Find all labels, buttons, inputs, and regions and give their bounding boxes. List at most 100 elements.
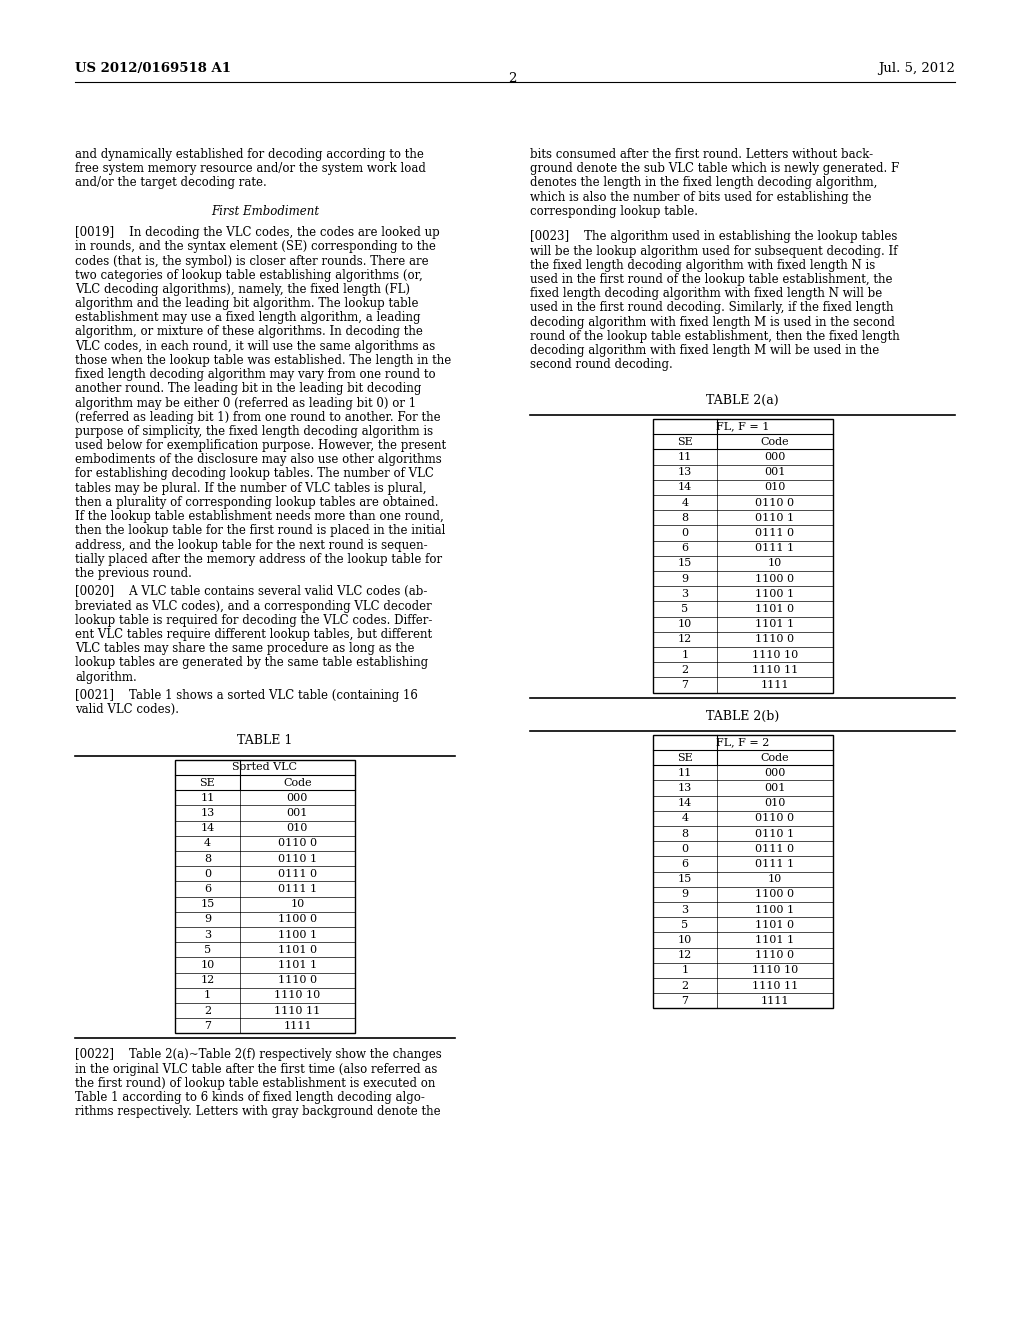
Text: 6: 6 (204, 884, 211, 894)
Text: 9: 9 (681, 890, 688, 899)
Text: 0111 1: 0111 1 (278, 884, 317, 894)
Text: 11: 11 (201, 793, 214, 803)
Text: 1110 10: 1110 10 (752, 965, 798, 975)
Text: another round. The leading bit in the leading bit decoding: another round. The leading bit in the le… (75, 383, 421, 395)
Text: 1: 1 (681, 649, 688, 660)
Text: 1100 1: 1100 1 (756, 589, 795, 599)
Text: 14: 14 (201, 824, 214, 833)
Text: 2: 2 (681, 981, 688, 990)
Text: 11: 11 (678, 451, 692, 462)
Text: 0111 0: 0111 0 (756, 528, 795, 539)
Text: 1110 11: 1110 11 (752, 981, 798, 990)
Text: second round decoding.: second round decoding. (530, 358, 673, 371)
Text: rithms respectively. Letters with gray background denote the: rithms respectively. Letters with gray b… (75, 1105, 440, 1118)
Text: decoding algorithm with fixed length M is used in the second: decoding algorithm with fixed length M i… (530, 315, 895, 329)
Text: valid VLC codes).: valid VLC codes). (75, 704, 179, 717)
Text: embodiments of the disclosure may also use other algorithms: embodiments of the disclosure may also u… (75, 453, 441, 466)
Text: used in the first round of the lookup table establishment, the: used in the first round of the lookup ta… (530, 273, 893, 286)
Text: 10: 10 (768, 874, 782, 884)
Text: 1110 11: 1110 11 (752, 665, 798, 675)
Text: VLC decoding algorithms), namely, the fixed length (FL): VLC decoding algorithms), namely, the fi… (75, 282, 410, 296)
Text: TABLE 2(a): TABLE 2(a) (707, 393, 779, 407)
Text: the first round) of lookup table establishment is executed on: the first round) of lookup table establi… (75, 1077, 435, 1090)
Text: Code: Code (761, 437, 790, 446)
Text: 11: 11 (678, 768, 692, 777)
Text: 1101 1: 1101 1 (756, 619, 795, 630)
Text: then a plurality of corresponding lookup tables are obtained.: then a plurality of corresponding lookup… (75, 496, 438, 510)
Text: 1110 0: 1110 0 (756, 635, 795, 644)
Text: SE: SE (677, 752, 693, 763)
Text: 1: 1 (681, 965, 688, 975)
Text: 1110 0: 1110 0 (278, 975, 317, 985)
Text: Code: Code (283, 777, 311, 788)
Text: and/or the target decoding rate.: and/or the target decoding rate. (75, 177, 266, 189)
Text: 001: 001 (764, 783, 785, 793)
Text: First Embodiment: First Embodiment (211, 205, 319, 218)
Text: in rounds, and the syntax element (SE) corresponding to the: in rounds, and the syntax element (SE) c… (75, 240, 436, 253)
Text: algorithm, or mixture of these algorithms. In decoding the: algorithm, or mixture of these algorithm… (75, 326, 423, 338)
Text: 2: 2 (681, 665, 688, 675)
Text: Jul. 5, 2012: Jul. 5, 2012 (879, 62, 955, 75)
Text: [0023]    The algorithm used in establishing the lookup tables: [0023] The algorithm used in establishin… (530, 231, 897, 243)
Text: 000: 000 (764, 768, 785, 777)
Text: Code: Code (761, 752, 790, 763)
Text: 3: 3 (204, 929, 211, 940)
Text: 6: 6 (681, 859, 688, 869)
Text: 10: 10 (201, 960, 214, 970)
Text: tables may be plural. If the number of VLC tables is plural,: tables may be plural. If the number of V… (75, 482, 427, 495)
Text: 12: 12 (201, 975, 214, 985)
Text: fixed length decoding algorithm with fixed length N will be: fixed length decoding algorithm with fix… (530, 288, 883, 300)
Text: 1110 11: 1110 11 (274, 1006, 321, 1015)
Text: US 2012/0169518 A1: US 2012/0169518 A1 (75, 62, 231, 75)
Text: FL, F = 2: FL, F = 2 (716, 738, 769, 747)
Text: algorithm and the leading bit algorithm. The lookup table: algorithm and the leading bit algorithm.… (75, 297, 419, 310)
Text: denotes the length in the fixed length decoding algorithm,: denotes the length in the fixed length d… (530, 177, 878, 189)
Text: corresponding lookup table.: corresponding lookup table. (530, 205, 698, 218)
Text: 1111: 1111 (761, 995, 790, 1006)
Text: 13: 13 (678, 467, 692, 477)
Text: 0111 1: 0111 1 (756, 543, 795, 553)
Text: 13: 13 (678, 783, 692, 793)
Text: 5: 5 (681, 920, 688, 929)
Text: 1110 0: 1110 0 (756, 950, 795, 960)
Text: 12: 12 (678, 950, 692, 960)
Text: 9: 9 (204, 915, 211, 924)
Text: 6: 6 (681, 543, 688, 553)
Text: used in the first round decoding. Similarly, if the fixed length: used in the first round decoding. Simila… (530, 301, 894, 314)
Text: 14: 14 (678, 799, 692, 808)
Text: 1101 1: 1101 1 (278, 960, 317, 970)
Text: 0110 1: 0110 1 (756, 829, 795, 838)
Text: 0110 0: 0110 0 (278, 838, 317, 849)
Text: 1101 0: 1101 0 (278, 945, 317, 954)
Text: those when the lookup table was established. The length in the: those when the lookup table was establis… (75, 354, 452, 367)
Text: breviated as VLC codes), and a corresponding VLC decoder: breviated as VLC codes), and a correspon… (75, 599, 432, 612)
Text: 1100 0: 1100 0 (278, 915, 317, 924)
Text: 8: 8 (204, 854, 211, 863)
Text: codes (that is, the symbol) is closer after rounds. There are: codes (that is, the symbol) is closer af… (75, 255, 429, 268)
Text: which is also the number of bits used for establishing the: which is also the number of bits used fo… (530, 190, 871, 203)
Text: 0110 0: 0110 0 (756, 813, 795, 824)
Text: 8: 8 (681, 512, 688, 523)
Text: 1100 0: 1100 0 (756, 890, 795, 899)
Text: 1101 0: 1101 0 (756, 920, 795, 929)
Text: 010: 010 (287, 824, 308, 833)
Bar (652, 735, 833, 1008)
Text: 1: 1 (204, 990, 211, 1001)
Text: lookup table is required for decoding the VLC codes. Differ-: lookup table is required for decoding th… (75, 614, 432, 627)
Text: then the lookup table for the first round is placed in the initial: then the lookup table for the first roun… (75, 524, 445, 537)
Text: 8: 8 (681, 829, 688, 838)
Text: 0111 0: 0111 0 (756, 843, 795, 854)
Text: TABLE 1: TABLE 1 (238, 734, 293, 747)
Text: decoding algorithm with fixed length M will be used in the: decoding algorithm with fixed length M w… (530, 345, 880, 356)
Text: [0022]    Table 2(a)~Table 2(f) respectively show the changes: [0022] Table 2(a)~Table 2(f) respectivel… (75, 1048, 441, 1061)
Text: and dynamically established for decoding according to the: and dynamically established for decoding… (75, 148, 424, 161)
Text: 0: 0 (681, 528, 688, 539)
Text: 9: 9 (681, 574, 688, 583)
Text: lookup tables are generated by the same table establishing: lookup tables are generated by the same … (75, 656, 428, 669)
Text: 1100 1: 1100 1 (278, 929, 317, 940)
Text: 0110 1: 0110 1 (756, 512, 795, 523)
Text: 7: 7 (204, 1020, 211, 1031)
Text: 1101 0: 1101 0 (756, 605, 795, 614)
Text: for establishing decoding lookup tables. The number of VLC: for establishing decoding lookup tables.… (75, 467, 434, 480)
Text: 2: 2 (204, 1006, 211, 1015)
